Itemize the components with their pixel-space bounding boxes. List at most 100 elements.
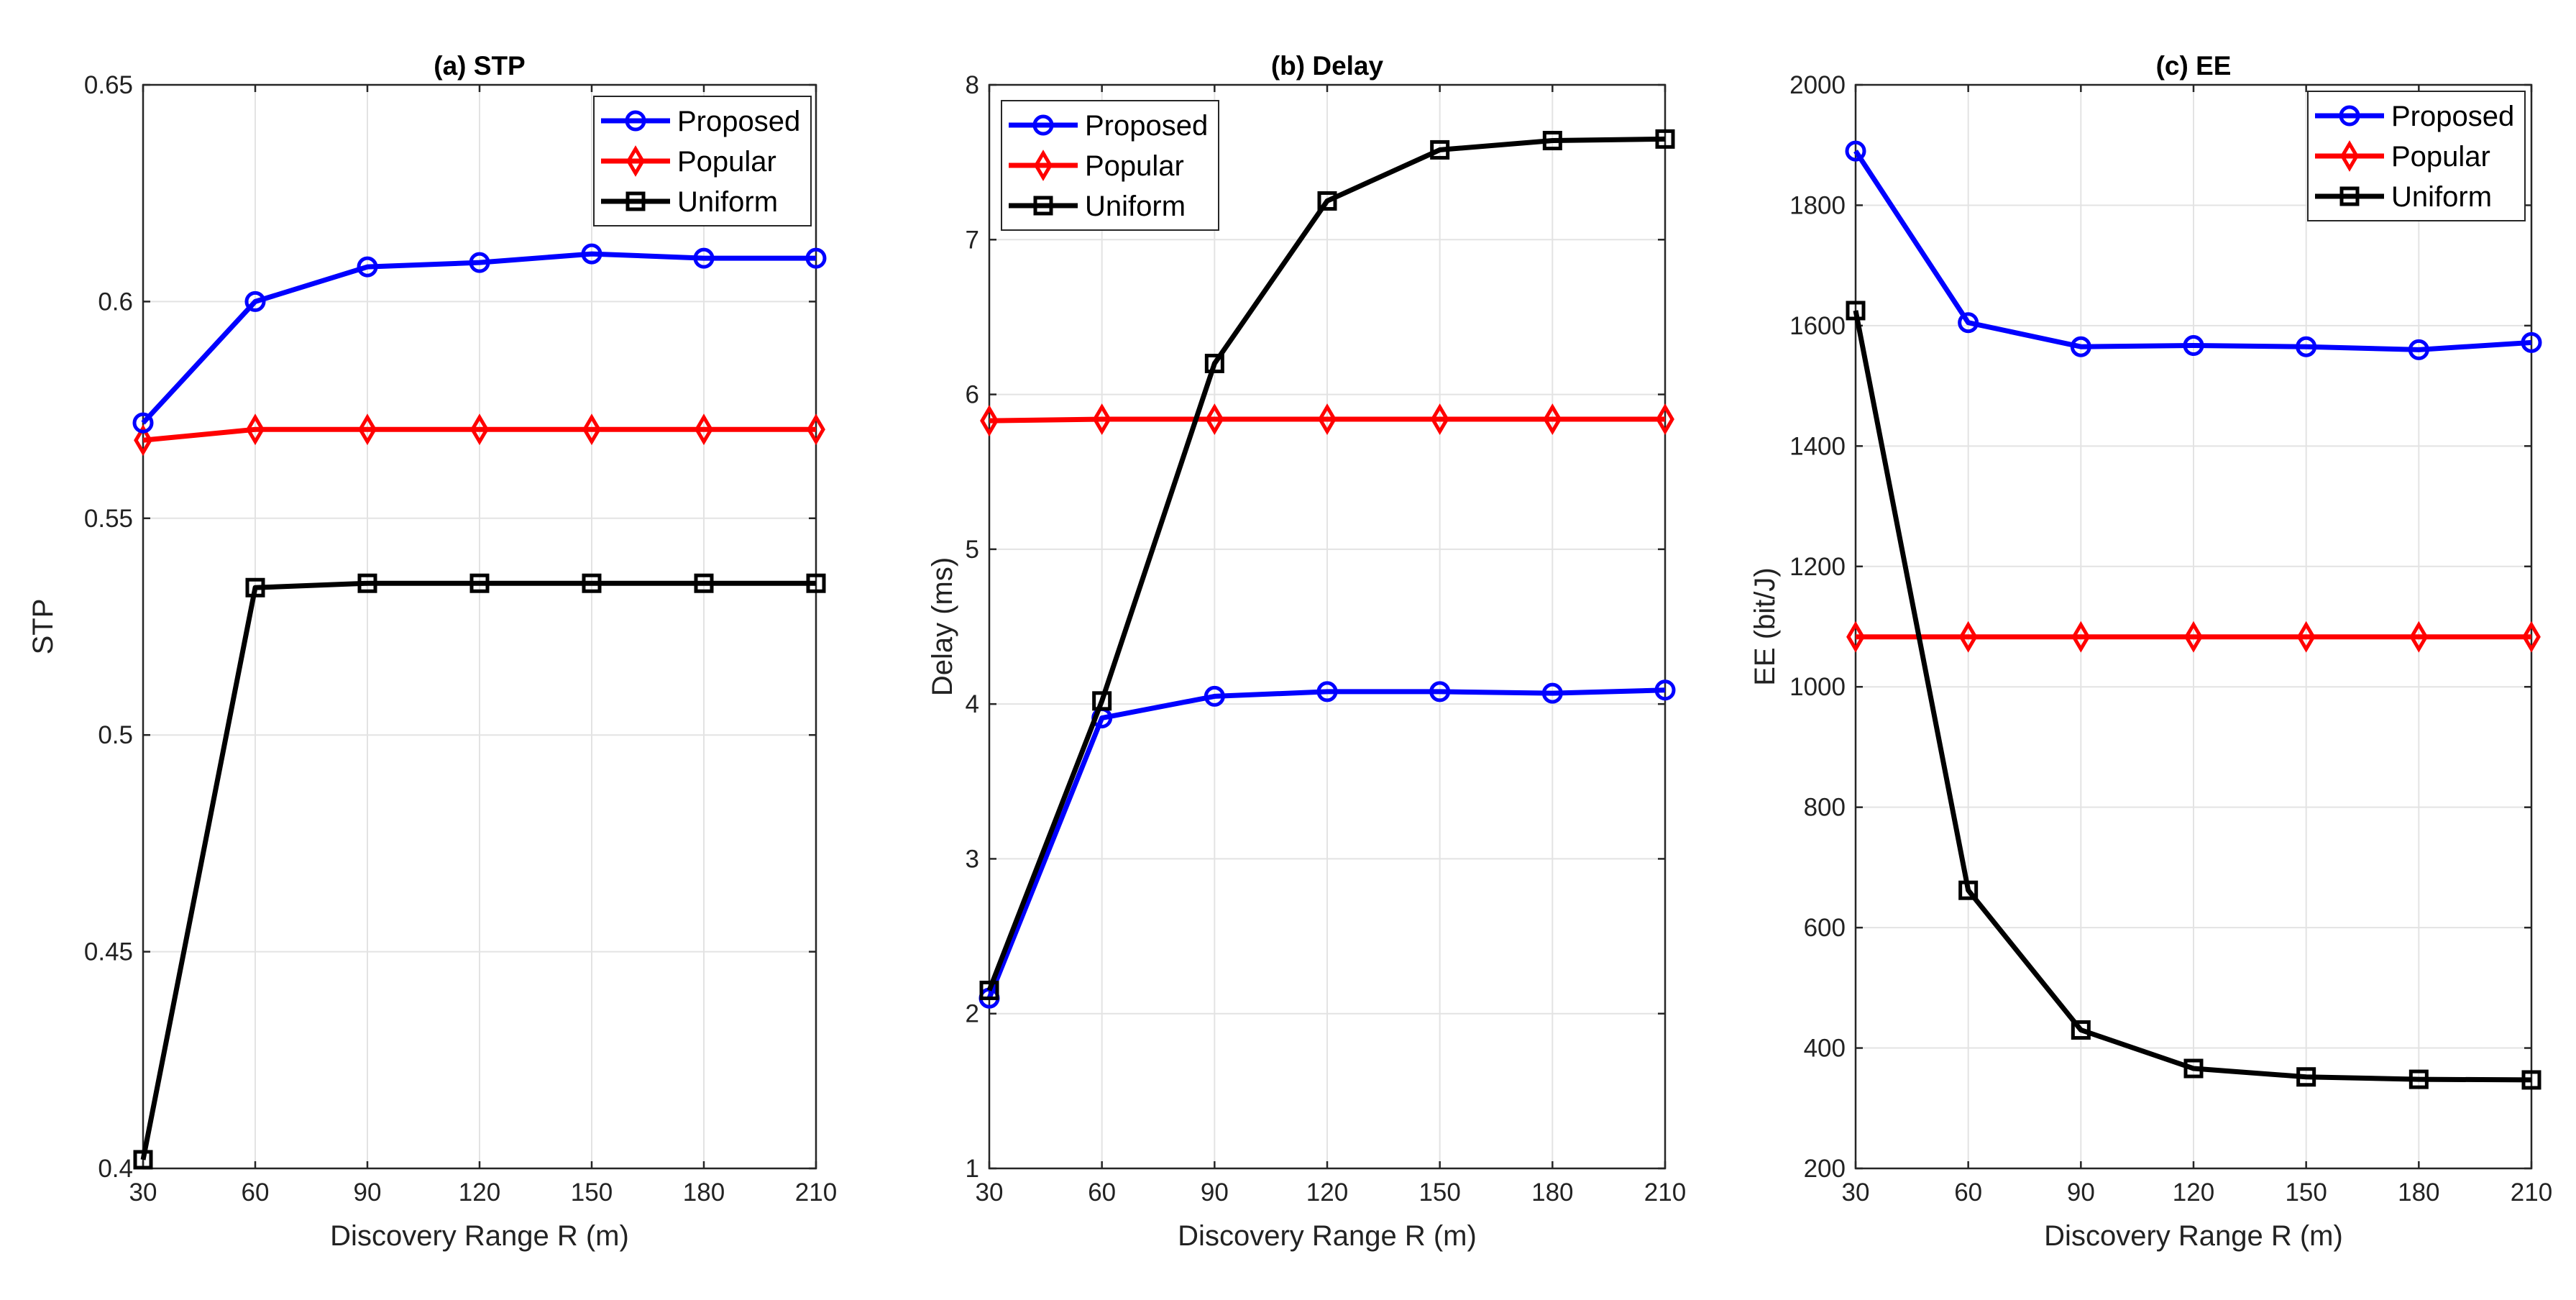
- chart-3-y-tick-label: 1800: [1789, 191, 1846, 219]
- chart-2-popular-line: [989, 416, 1665, 424]
- chart-2-proposed-point: [1541, 682, 1563, 704]
- chart-2-legend-marker-popular: [1034, 150, 1053, 181]
- chart-3-legend: Proposed Popular Uniform: [2307, 91, 2526, 221]
- chart-1-legend-marker-uniform: [625, 191, 646, 211]
- chart-2-proposed-point: [1204, 685, 1225, 707]
- chart-2-uniform-line: [986, 136, 1666, 992]
- chart-1-series-uniform: [133, 573, 826, 1170]
- chart-2-y-tick-label: 5: [966, 536, 979, 564]
- chart-1-x-tick-label: 210: [795, 1178, 837, 1207]
- chart-1-y-tick-label: 0.45: [84, 938, 133, 966]
- chart-1-proposed-point: [357, 256, 378, 278]
- chart-3-popular-point: [2071, 621, 2091, 653]
- chart-1-popular-point: [470, 413, 489, 446]
- chart-1-legend-label-popular: Popular: [677, 146, 776, 178]
- chart-1-y-tick-label: 0.65: [84, 71, 133, 99]
- chart-2-uniform-point: [1430, 139, 1450, 160]
- chart-3-y-tick-label: 200: [1804, 1155, 1846, 1183]
- chart-3-x-tick-label: 30: [1842, 1178, 1870, 1207]
- chart-2-popular-point: [1430, 403, 1449, 435]
- chart-1-x-tick-label: 60: [242, 1178, 270, 1207]
- chart-1-y-tick-label: 0.5: [98, 721, 133, 749]
- chart-3-legend-label-popular: Popular: [2391, 141, 2490, 173]
- chart-3-y-tick-label: 800: [1804, 794, 1846, 822]
- chart-3-series-popular: [1846, 621, 2541, 653]
- chart-1-x-tick-label: 150: [571, 1178, 613, 1207]
- chart-1-popular-point: [134, 424, 152, 457]
- chart-1-proposed-line: [141, 251, 816, 425]
- chart-1-legend-marker-proposed: [625, 110, 646, 132]
- chart-3-x-tick-label: 120: [2173, 1178, 2214, 1207]
- chart-3-proposed-point: [2070, 336, 2091, 357]
- chart-3-legend-marker-proposed: [2339, 105, 2360, 127]
- chart-2-y-tick-label: 3: [966, 845, 979, 873]
- chart-2-series-popular: [980, 403, 1674, 437]
- chart-1-proposed-point: [805, 247, 827, 269]
- chart-2-uniform-point: [1204, 354, 1224, 374]
- chart-3-proposed-point: [2408, 339, 2429, 360]
- chart-2-uniform-point: [1317, 191, 1337, 211]
- chart-2-popular-point: [1205, 403, 1224, 435]
- chart-1-uniform-point: [806, 573, 826, 593]
- chart-2-popular-point: [1318, 403, 1337, 435]
- chart-2-y-axis-label: Delay (ms): [927, 557, 958, 696]
- chart-3-y-axis-label: EE (bit/J): [1749, 567, 1781, 685]
- chart-2-panel: 30 60 90 120 150 180 210 1 2 3 4 5 6 7 8 (b) Delay Disco…: [927, 51, 1686, 1252]
- chart-3-y-tick-label: 1400: [1789, 432, 1846, 460]
- chart-1-uniform-point: [582, 573, 602, 593]
- chart-1-legend-label-uniform: Uniform: [677, 186, 778, 218]
- chart-2-x-tick-label: 180: [1531, 1178, 1573, 1207]
- chart-2-proposed-line: [986, 687, 1666, 999]
- chart-2-popular-point: [1543, 403, 1562, 435]
- chart-1-popular-point: [358, 413, 377, 446]
- chart-2-x-tick-label: 120: [1306, 1178, 1348, 1207]
- chart-1-x-tick-label: 120: [459, 1178, 500, 1207]
- chart-3-y-tick-label: 1000: [1789, 673, 1846, 701]
- chart-2-uniform-point: [1655, 129, 1675, 149]
- chart-3-y-tick-label: 600: [1804, 914, 1846, 942]
- chart-2-legend-label-proposed: Proposed: [1085, 110, 1208, 142]
- chart-3-uniform-point: [1958, 880, 1979, 900]
- chart-2-y-tick-label: 8: [966, 71, 979, 99]
- chart-2-title: (b) Delay: [1271, 51, 1384, 81]
- chart-3-proposed-point: [2296, 336, 2317, 357]
- chart-2-y-tick-label: 7: [966, 226, 979, 254]
- chart-3-x-axis-label: Discovery Range R (m): [2044, 1220, 2343, 1252]
- chart-1-popular-point: [582, 413, 601, 446]
- chart-2-x-tick-label: 90: [1201, 1178, 1229, 1207]
- chart-1-uniform-point: [133, 1150, 153, 1170]
- chart-3-legend-marker-popular: [2340, 140, 2359, 172]
- chart-3-uniform-point: [2521, 1070, 2541, 1090]
- chart-1-series-popular: [134, 413, 825, 457]
- chart-3-legend-label-uniform: Uniform: [2391, 181, 2492, 213]
- chart-1-uniform-line: [140, 580, 816, 1161]
- chart-3-uniform-line: [1853, 310, 2532, 1083]
- chart-1-x-axis-label: Discovery Range R (m): [330, 1220, 629, 1252]
- chart-2-x-tick-label: 60: [1088, 1178, 1116, 1207]
- chart-1-proposed-point: [469, 252, 490, 273]
- chart-3-title: (c) EE: [2156, 51, 2232, 81]
- chart-1-y-tick-label: 0.55: [84, 505, 133, 533]
- chart-1-uniform-point: [469, 573, 490, 593]
- chart-2-legend-label-popular: Popular: [1085, 150, 1184, 182]
- chart-1-proposed-point: [581, 243, 602, 265]
- chart-2-legend-label-uniform: Uniform: [1085, 191, 1186, 222]
- chart-1-popular-point: [695, 413, 713, 446]
- chart-2-legend-marker-proposed: [1032, 114, 1054, 136]
- chart-3-series-uniform: [1846, 301, 2541, 1090]
- chart-1-uniform-point: [245, 577, 265, 598]
- chart-3-y-tick-label: 400: [1804, 1035, 1846, 1063]
- chart-2-x-tick-label: 30: [976, 1178, 1004, 1207]
- chart-2-proposed-point: [1654, 679, 1676, 701]
- chart-3-proposed-point: [2183, 335, 2204, 357]
- chart-2-legend-marker-uniform: [1033, 196, 1053, 216]
- chart-1-legend-marker-popular: [626, 145, 645, 177]
- chart-1-y-tick-label: 0.6: [98, 288, 133, 316]
- chart-3-x-tick-label: 150: [2285, 1178, 2327, 1207]
- chart-1-x-tick-label: 90: [354, 1178, 382, 1207]
- chart-1-legend: Proposed Popular Uniform: [593, 96, 812, 226]
- chart-3-y-tick-label: 1200: [1789, 553, 1846, 581]
- chart-1-popular-line: [142, 426, 816, 443]
- chart-1-proposed-point: [132, 412, 154, 434]
- chart-3-uniform-point: [2071, 1020, 2091, 1040]
